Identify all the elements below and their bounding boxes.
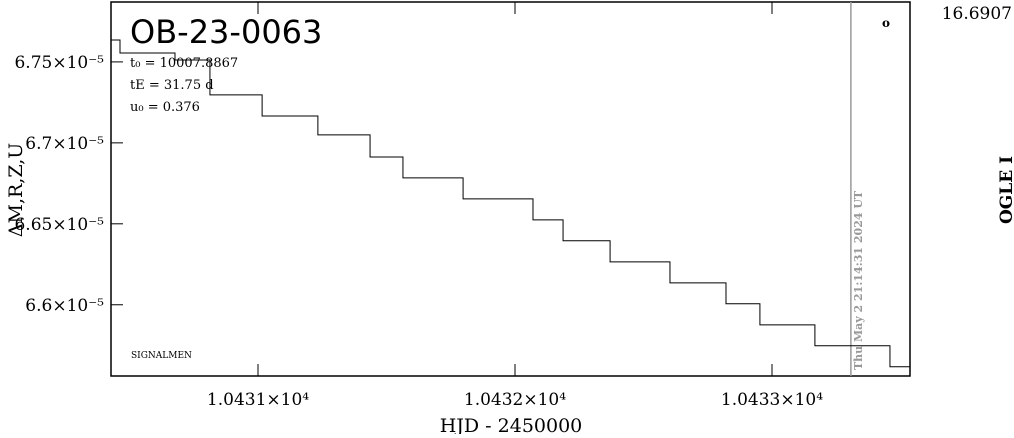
chart-title: OB-23-0063: [130, 13, 322, 51]
x-tick-label: 1.0433×10⁴: [721, 390, 823, 410]
y-axis-label: ΔM,R,Z,U: [5, 143, 27, 237]
y-tick-label: 6.65×10⁻⁵: [14, 215, 104, 235]
marker: o: [882, 16, 890, 30]
y-tick-label: 6.7×10⁻⁵: [25, 134, 104, 154]
x-tick-label: 1.0431×10⁴: [207, 390, 309, 410]
annotation: tE = 31.75 d: [130, 78, 214, 93]
annotation: u₀ = 0.376: [130, 100, 200, 115]
y2-axis-label: OGLE I: [997, 156, 1014, 224]
data-line: [111, 39, 910, 368]
y-tick-label: 6.75×10⁻⁵: [14, 53, 104, 73]
x-tick-label: 1.0432×10⁴: [464, 390, 566, 410]
annotation: t₀ = 10007.8867: [130, 56, 238, 71]
plot-frame: [110, 1, 911, 377]
y2-tick-label: 16.6907: [942, 4, 1012, 24]
y-tick-label: 6.6×10⁻⁵: [25, 296, 104, 316]
annotation: SIGNALMEN: [131, 351, 192, 361]
reference-label: Thu May 2 21:14:31 2024 UT: [852, 190, 865, 370]
x-axis-label: HJD - 2450000: [440, 415, 583, 434]
